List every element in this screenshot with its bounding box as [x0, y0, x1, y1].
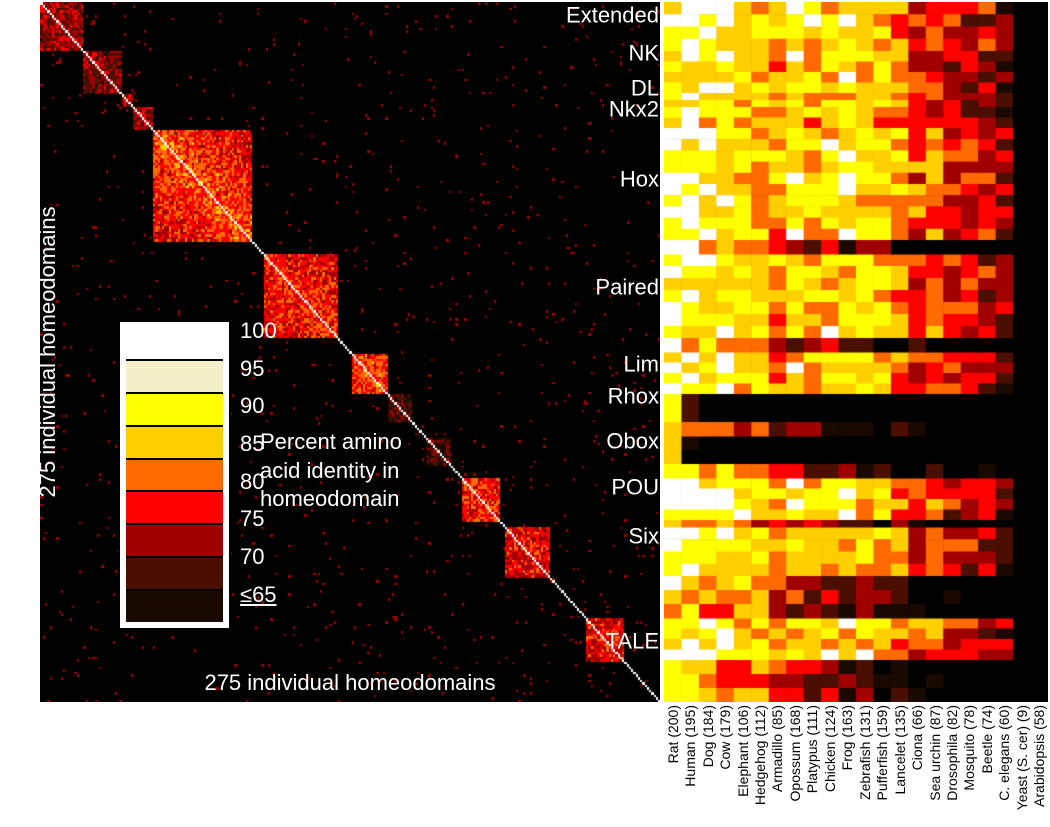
species-label: Lancelet (135) — [891, 705, 908, 825]
species-label: Zebrafish (131) — [856, 705, 873, 825]
colorbar-title: Percent amino acid identity in homeodoma… — [260, 428, 402, 514]
conservation-heatmap-panel — [664, 2, 1048, 702]
colorbar-tick: 100 — [240, 318, 277, 344]
colorbar-title-line: Percent amino — [260, 429, 402, 454]
family-label: Obox — [606, 429, 659, 455]
species-label: Cow (179) — [716, 705, 733, 825]
colorbar — [118, 320, 231, 630]
species-label: Hedgehog (112) — [751, 705, 768, 825]
species-label: Sea urchin (87) — [926, 705, 943, 825]
colorbar-segment — [126, 492, 223, 525]
family-label: Hox — [620, 166, 659, 192]
species-label: Yeast (S. cer) (9) — [1013, 705, 1030, 825]
species-label: Drosophila (82) — [943, 705, 960, 825]
colorbar-title-line: homeodomain — [260, 486, 399, 511]
colorbar-segment — [126, 361, 223, 394]
conservation-heatmap — [664, 2, 1048, 702]
colorbar-title-line: acid identity in — [260, 458, 399, 483]
species-label: Dog (184) — [699, 705, 716, 825]
species-label: Rat (200) — [664, 705, 681, 825]
family-label: Lim — [624, 352, 659, 378]
species-column-labels: Rat (200)Human (195)Dog (184)Cow (179)El… — [664, 705, 1048, 825]
species-label: Ciona (66) — [908, 705, 925, 825]
species-label: Opossum (168) — [786, 705, 803, 825]
species-label: Elephant (106) — [734, 705, 751, 825]
colorbar-segment — [126, 427, 223, 460]
family-label: Paired — [595, 275, 659, 301]
family-label: Extended — [566, 3, 659, 29]
species-label: Pufferfish (159) — [873, 705, 890, 825]
species-label: Beetle (74) — [978, 705, 995, 825]
figure-root: 275 individual homeodomains 275 individu… — [0, 0, 1050, 827]
colorbar-segment — [126, 460, 223, 493]
family-label: TALE — [606, 628, 659, 654]
species-label: C. elegans (60) — [996, 705, 1013, 825]
colorbar-tick: 90 — [240, 393, 264, 419]
colorbar-segment — [126, 558, 223, 591]
family-label: Nkx2 — [609, 96, 659, 122]
identity-matrix-x-axis-label: 275 individual homeodomains — [40, 670, 660, 696]
colorbar-segment — [126, 394, 223, 427]
colorbar-strip — [126, 328, 223, 622]
family-label: Six — [628, 523, 659, 549]
family-label: Rhox — [608, 383, 659, 409]
species-label: Human (195) — [681, 705, 698, 825]
species-label: Arabidopsis (58) — [1031, 705, 1048, 825]
colorbar-segment — [126, 525, 223, 558]
species-label: Frog (163) — [839, 705, 856, 825]
colorbar-tick: ≤65 — [240, 582, 277, 608]
species-label: Platypus (111) — [804, 705, 821, 825]
species-label: Armadillo (85) — [769, 705, 786, 825]
colorbar-segment — [126, 591, 223, 622]
species-label: Chicken (124) — [821, 705, 838, 825]
colorbar-tick: 70 — [240, 544, 264, 570]
colorbar-tick: 95 — [240, 356, 264, 382]
family-label: NK — [628, 40, 659, 66]
colorbar-segment — [126, 328, 223, 361]
identity-matrix-y-axis-label: 275 individual homeodomains — [35, 206, 61, 497]
identity-matrix-panel: 275 individual homeodomains 275 individu… — [40, 2, 660, 702]
family-label: POU — [611, 474, 659, 500]
species-label: Mosquito (78) — [961, 705, 978, 825]
